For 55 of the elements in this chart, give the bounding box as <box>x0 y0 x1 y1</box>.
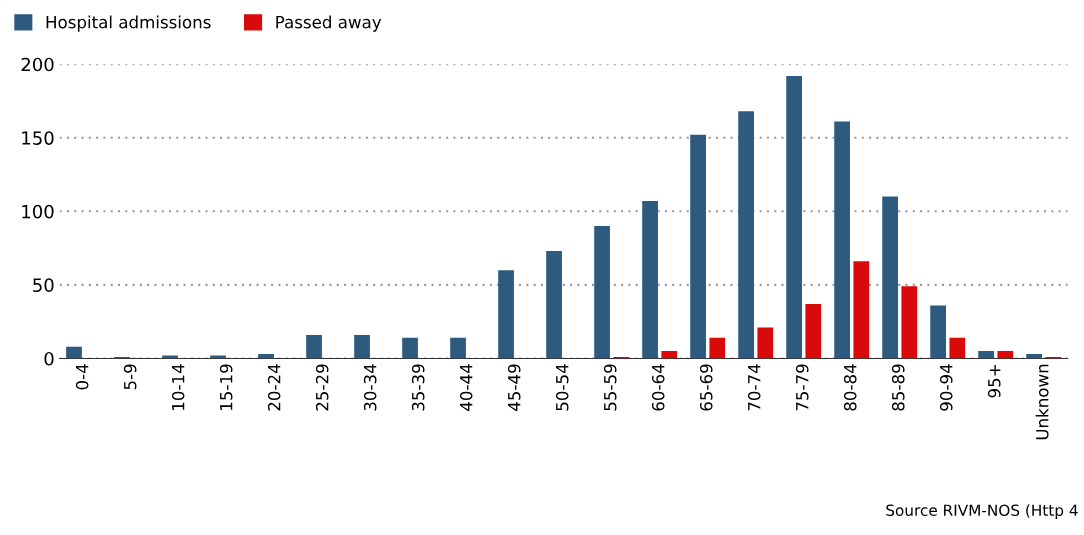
bar <box>738 111 754 359</box>
x-tick-label: 10-14 <box>171 364 185 410</box>
bar <box>949 337 966 359</box>
x-tick-label: 45-49 <box>507 364 521 411</box>
bar <box>450 337 466 359</box>
x-tick-label: 35-39 <box>411 364 425 411</box>
x-tick-label: 40-44 <box>459 364 473 411</box>
x-tick-label: 70-74 <box>747 364 761 411</box>
y-tick-label: 100 <box>22 204 54 219</box>
x-tick-label: 75-79 <box>795 364 809 411</box>
bar <box>66 346 82 359</box>
bar <box>402 337 418 359</box>
bar <box>354 334 370 359</box>
bar <box>661 351 678 359</box>
x-tick-label: 15-19 <box>219 364 233 410</box>
bar <box>498 270 514 359</box>
bar <box>930 305 946 359</box>
x-tick-label: 5-9 <box>123 364 137 390</box>
bar <box>882 196 898 359</box>
x-tick-label: 65-69 <box>699 364 713 411</box>
bar <box>546 251 562 359</box>
source-note: Source RIVM-NOS (Http 4 <box>886 504 1078 519</box>
bar <box>642 201 658 359</box>
bar <box>306 334 322 359</box>
x-tick-label: 60-64 <box>651 364 665 411</box>
legend-label: Hospital admissions <box>46 15 211 32</box>
x-tick-label: 20-24 <box>267 364 281 411</box>
bar <box>690 134 706 359</box>
x-tick-label: 25-29 <box>315 364 329 411</box>
y-tick-label: 50 <box>33 278 54 292</box>
y-tick-label: 150 <box>22 131 54 145</box>
legend-label: Passed away <box>276 15 382 32</box>
y-tick-label: 0 <box>44 351 54 366</box>
bar <box>709 337 726 359</box>
bar <box>786 75 802 359</box>
y-tick-label: 200 <box>21 57 54 72</box>
x-tick-label: 80-84 <box>843 364 857 411</box>
x-tick-label: 90-94 <box>939 364 953 411</box>
bar <box>1026 354 1043 359</box>
bar <box>901 286 918 359</box>
x-tick-label: 0-4 <box>75 364 89 390</box>
x-tick-label: 30-34 <box>363 364 377 411</box>
bar <box>594 226 610 359</box>
x-tick-label: 50-54 <box>555 364 569 411</box>
x-tick-label: Unknown <box>1035 364 1049 440</box>
bar <box>258 354 274 359</box>
bar <box>997 351 1014 359</box>
x-tick-label: 85-89 <box>891 364 905 411</box>
bar <box>805 304 822 359</box>
x-tick-label: 95+ <box>987 365 1001 398</box>
x-tick-label: 55-59 <box>603 364 617 411</box>
bar <box>978 351 994 359</box>
bar <box>853 261 870 359</box>
bar <box>834 121 850 359</box>
bar <box>757 327 774 359</box>
